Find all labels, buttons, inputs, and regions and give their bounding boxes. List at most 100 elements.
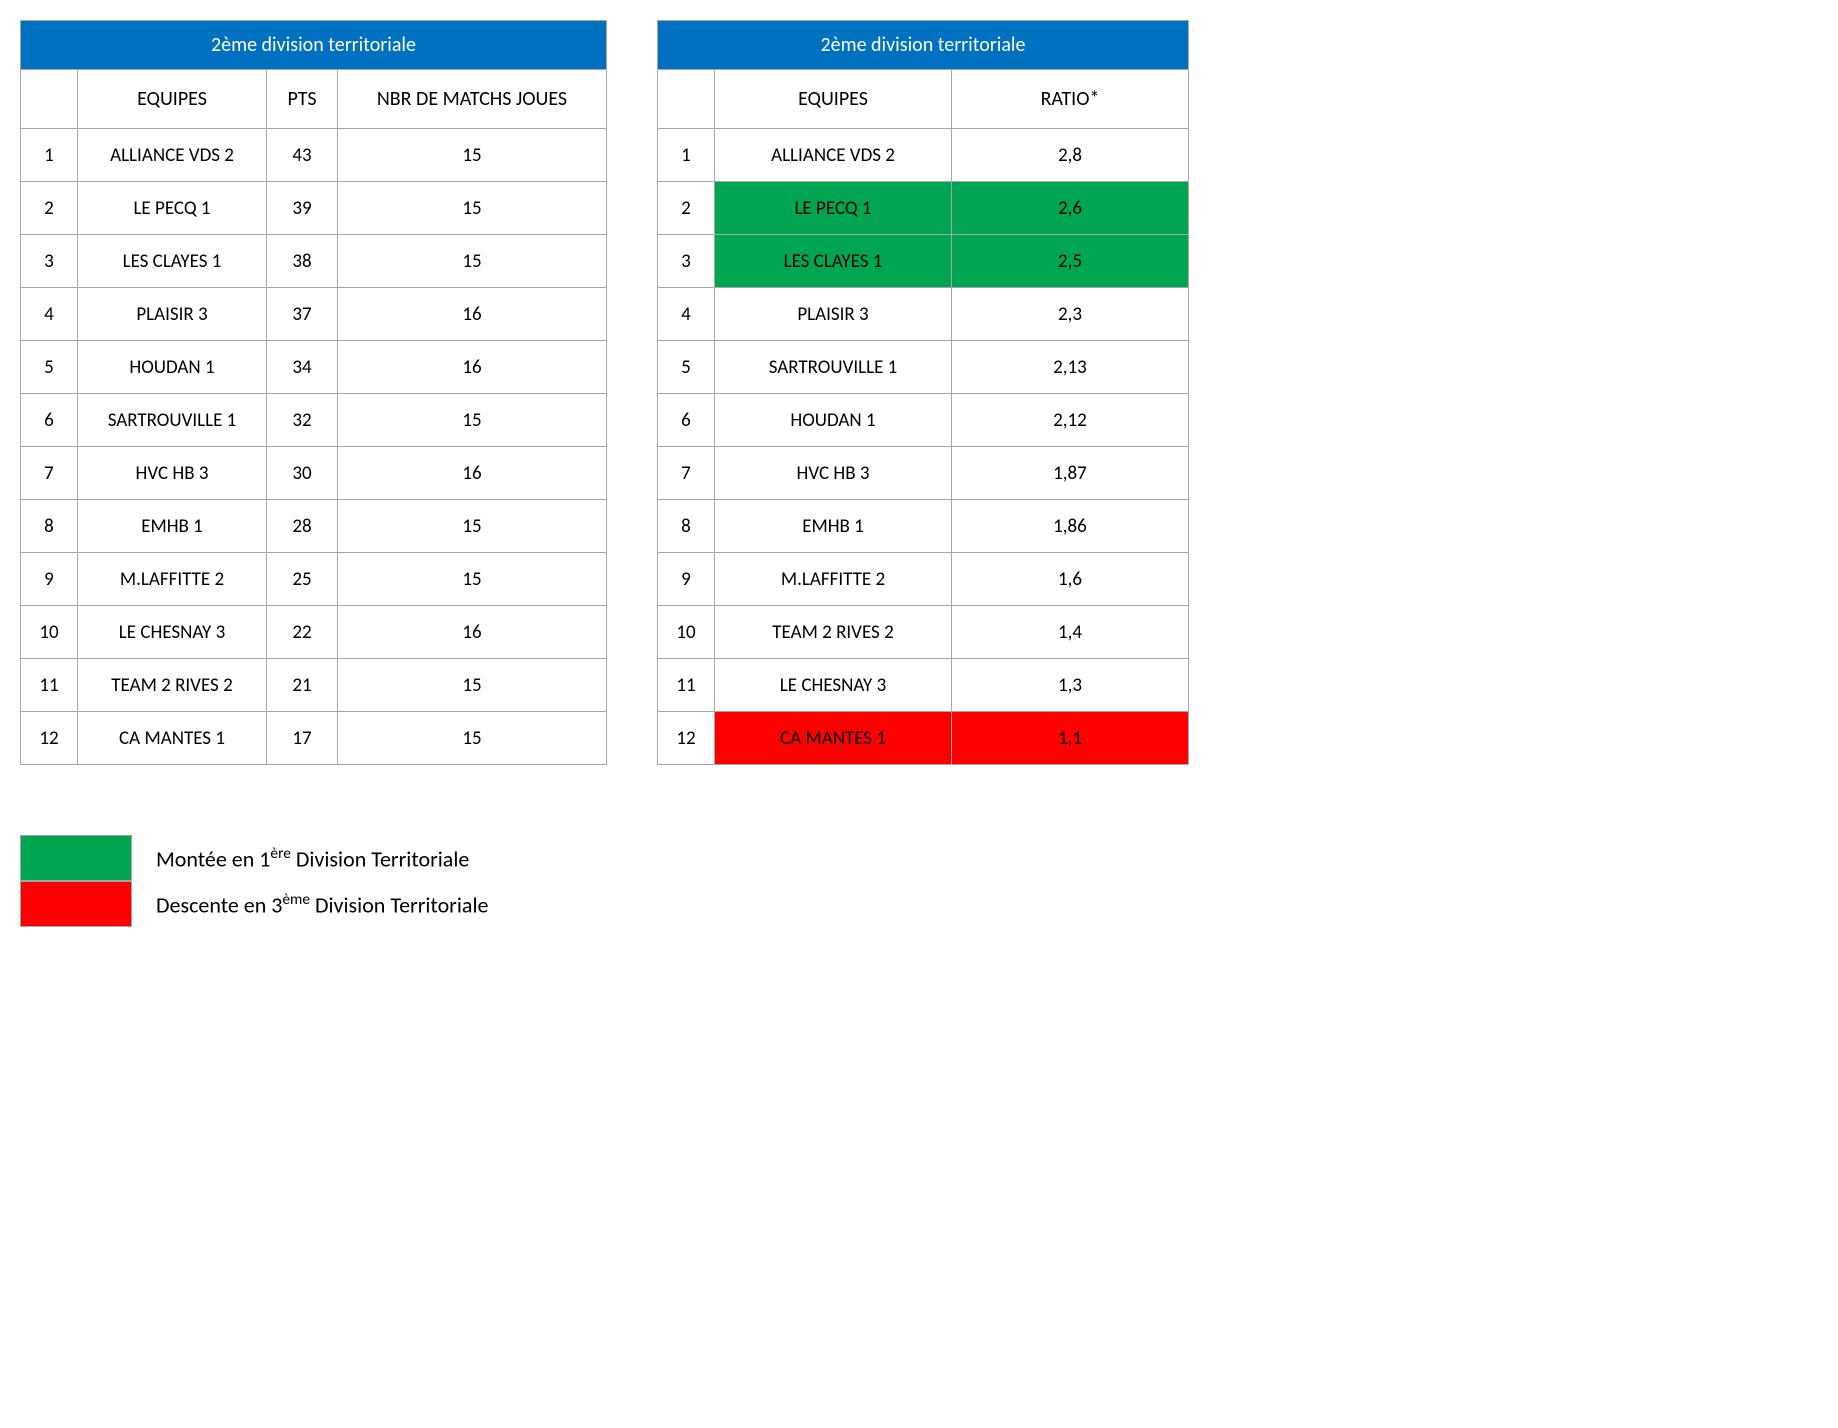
cell-rank: 7 (658, 447, 715, 500)
cell-ratio: 1,6 (952, 553, 1189, 606)
cell-rank: 10 (21, 606, 78, 659)
table-row: 9M.LAFFITTE 21,6 (658, 553, 1189, 606)
legend-label: Montée en 1ère Division Territoriale (156, 844, 469, 872)
cell-ratio: 2,6 (952, 182, 1189, 235)
table-row: 9M.LAFFITTE 22515 (21, 553, 607, 606)
table-row: 10LE CHESNAY 32216 (21, 606, 607, 659)
cell-matches: 15 (338, 659, 607, 712)
cell-team: HVC HB 3 (78, 447, 267, 500)
table-row: 7HVC HB 33016 (21, 447, 607, 500)
cell-team: PLAISIR 3 (78, 288, 267, 341)
legend-swatch (20, 835, 132, 881)
cell-team: EMHB 1 (715, 500, 952, 553)
table-header-row: EQUIPES PTS NBR DE MATCHS JOUES (21, 70, 607, 129)
cell-matches: 16 (338, 341, 607, 394)
table-row: 2LE PECQ 12,6 (658, 182, 1189, 235)
legend-swatch (20, 881, 132, 927)
cell-team: SARTROUVILLE 1 (78, 394, 267, 447)
table-row: 2LE PECQ 13915 (21, 182, 607, 235)
cell-team: ALLIANCE VDS 2 (78, 129, 267, 182)
cell-team: LE CHESNAY 3 (78, 606, 267, 659)
cell-pts: 37 (267, 288, 338, 341)
table-row: 6HOUDAN 12,12 (658, 394, 1189, 447)
cell-team: HOUDAN 1 (715, 394, 952, 447)
table-row: 1ALLIANCE VDS 22,8 (658, 129, 1189, 182)
cell-rank: 11 (21, 659, 78, 712)
cell-team: PLAISIR 3 (715, 288, 952, 341)
table-row: 12CA MANTES 11,1 (658, 712, 1189, 765)
cell-rank: 12 (658, 712, 715, 765)
table-row: 3LES CLAYES 13815 (21, 235, 607, 288)
cell-pts: 32 (267, 394, 338, 447)
cell-pts: 21 (267, 659, 338, 712)
cell-team: LES CLAYES 1 (78, 235, 267, 288)
cell-matches: 15 (338, 129, 607, 182)
table-header-row: EQUIPES RATIO* (658, 70, 1189, 129)
cell-pts: 22 (267, 606, 338, 659)
cell-pts: 28 (267, 500, 338, 553)
cell-team: M.LAFFITTE 2 (715, 553, 952, 606)
table-row: 11TEAM 2 RIVES 22115 (21, 659, 607, 712)
cell-matches: 15 (338, 182, 607, 235)
cell-matches: 16 (338, 606, 607, 659)
cell-team: LE PECQ 1 (715, 182, 952, 235)
cell-rank: 3 (658, 235, 715, 288)
table-row: 10TEAM 2 RIVES 21,4 (658, 606, 1189, 659)
cell-pts: 30 (267, 447, 338, 500)
table-title-row: 2ème division territoriale (21, 21, 607, 70)
col-header-matches: NBR DE MATCHS JOUES (338, 70, 607, 129)
standings-table-points: 2ème division territoriale EQUIPES PTS N… (20, 20, 607, 765)
cell-rank: 8 (658, 500, 715, 553)
table-row: 8EMHB 12815 (21, 500, 607, 553)
table-row: 6SARTROUVILLE 13215 (21, 394, 607, 447)
cell-rank: 7 (21, 447, 78, 500)
cell-team: CA MANTES 1 (78, 712, 267, 765)
cell-rank: 11 (658, 659, 715, 712)
cell-pts: 39 (267, 182, 338, 235)
cell-matches: 15 (338, 235, 607, 288)
cell-ratio: 1,3 (952, 659, 1189, 712)
table-row: 1ALLIANCE VDS 24315 (21, 129, 607, 182)
cell-pts: 17 (267, 712, 338, 765)
cell-rank: 1 (658, 129, 715, 182)
cell-ratio: 2,5 (952, 235, 1189, 288)
cell-team: LE PECQ 1 (78, 182, 267, 235)
col-header-rank (658, 70, 715, 129)
table-row: 8EMHB 11,86 (658, 500, 1189, 553)
cell-team: SARTROUVILLE 1 (715, 341, 952, 394)
cell-ratio: 1,4 (952, 606, 1189, 659)
table-row: 3LES CLAYES 12,5 (658, 235, 1189, 288)
table-row: 4PLAISIR 32,3 (658, 288, 1189, 341)
standings-table-ratio: 2ème division territoriale EQUIPES RATIO… (657, 20, 1189, 765)
table-row: 4PLAISIR 33716 (21, 288, 607, 341)
cell-team: TEAM 2 RIVES 2 (715, 606, 952, 659)
cell-matches: 15 (338, 712, 607, 765)
cell-ratio: 2,12 (952, 394, 1189, 447)
col-header-rank (21, 70, 78, 129)
table-row: 5SARTROUVILLE 12,13 (658, 341, 1189, 394)
cell-team: HOUDAN 1 (78, 341, 267, 394)
legend: Montée en 1ère Division Territoriale Desc… (20, 835, 1818, 927)
col-header-ratio: RATIO* (952, 70, 1189, 129)
cell-ratio: 1,1 (952, 712, 1189, 765)
cell-rank: 4 (21, 288, 78, 341)
table-row: 11LE CHESNAY 31,3 (658, 659, 1189, 712)
table-row: 12CA MANTES 11715 (21, 712, 607, 765)
cell-pts: 43 (267, 129, 338, 182)
cell-team: LE CHESNAY 3 (715, 659, 952, 712)
table-row: 5HOUDAN 13416 (21, 341, 607, 394)
cell-rank: 6 (21, 394, 78, 447)
col-header-team: EQUIPES (715, 70, 952, 129)
col-header-team: EQUIPES (78, 70, 267, 129)
cell-ratio: 1,87 (952, 447, 1189, 500)
cell-pts: 25 (267, 553, 338, 606)
cell-matches: 16 (338, 447, 607, 500)
cell-rank: 10 (658, 606, 715, 659)
legend-item: Descente en 3ème Division Territoriale (20, 881, 1818, 927)
legend-item: Montée en 1ère Division Territoriale (20, 835, 1818, 881)
cell-ratio: 2,3 (952, 288, 1189, 341)
legend-label: Descente en 3ème Division Territoriale (156, 890, 488, 918)
table-title: 2ème division territoriale (658, 21, 1189, 70)
cell-rank: 9 (21, 553, 78, 606)
cell-ratio: 1,86 (952, 500, 1189, 553)
